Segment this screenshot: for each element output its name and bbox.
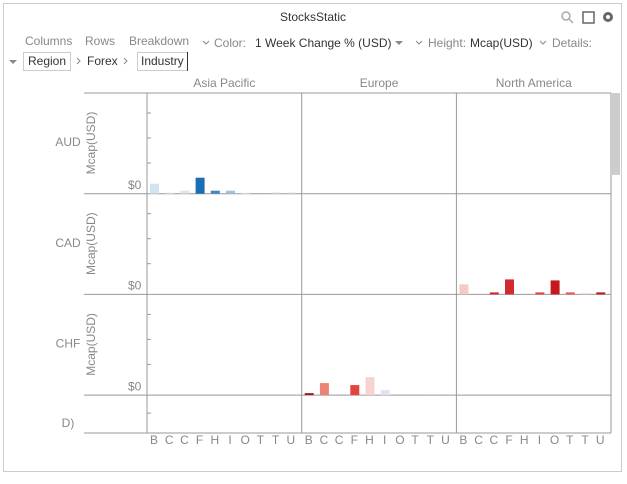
x-tick-label: I [228,433,231,447]
bar [459,284,469,295]
height-dropdown[interactable]: Mcap(USD) [470,36,533,50]
x-tick-label: T [257,433,265,447]
bar [271,192,281,194]
bar [165,192,175,194]
bar [365,377,375,396]
column-header: Asia Pacific [193,76,255,90]
row-label: D) [62,416,75,430]
bar [505,279,514,295]
bar [550,280,560,295]
chevron [123,57,128,65]
x-tick-label: O [241,433,250,447]
dropdown-arrow [395,41,403,45]
zero-label: $0 [128,279,142,293]
x-tick-label: U [596,433,605,447]
x-tick-label: T [581,433,589,447]
bar [210,190,220,194]
bar [195,177,205,194]
popout-icon[interactable] [582,11,595,24]
column-header: North America [496,76,572,90]
x-tick-label: F [351,433,358,447]
bar [319,383,329,396]
bar [596,292,606,295]
x-tick-label: F [505,433,512,447]
zero-label: $0 [128,379,142,393]
zero-label: $0 [128,178,142,192]
search-icon-handle [568,18,574,24]
row-label: CAD [55,236,81,250]
bar [180,190,190,194]
search-icon[interactable] [561,11,571,21]
x-tick-label: B [305,433,313,447]
x-tick-label: U [286,433,295,447]
breadcrumb-item[interactable]: Forex [87,54,118,68]
x-tick-label: B [150,433,158,447]
toolbar-icons[interactable] [561,11,613,24]
x-tick-label: O [395,433,404,447]
bar [150,183,159,194]
x-tick-label: C [180,433,189,447]
y-axis-label: Mcap(USD) [84,112,98,175]
dropdown-arrow [9,60,17,64]
color-dropdown[interactable]: 1 Week Change % (USD) [255,36,392,50]
row-label: CHF [56,337,81,351]
color-label: Color: [214,36,246,50]
x-tick-label: C [474,433,483,447]
x-tick-label: U [441,433,450,447]
x-tick-label: T [427,433,435,447]
x-tick-label: I [383,433,386,447]
x-tick-label: H [365,433,374,447]
x-tick-label: T [411,433,419,447]
x-tick-label: T [272,433,280,447]
column-header: Europe [360,76,399,90]
x-tick-label: O [550,433,559,447]
bar [581,293,590,295]
bar [304,393,314,396]
breakdown-button[interactable]: Breakdown [129,34,189,48]
rows-button[interactable]: Rows [85,34,115,48]
bar [350,385,360,396]
bar [380,390,390,396]
y-axis-label: Mcap(USD) [84,212,98,275]
x-tick-label: C [165,433,174,447]
y-axis-label: Mcap(USD) [84,313,98,376]
settings-icon-hole [606,15,610,19]
chevron [202,40,210,45]
bar [565,292,575,295]
bar [535,292,545,295]
x-tick-label: C [335,433,344,447]
bar [489,292,499,295]
chevron [415,40,423,45]
bar [226,190,235,194]
bar [286,192,296,194]
height-label: Height: [428,36,466,50]
x-tick-label: C [489,433,498,447]
bar [241,192,251,194]
row-label: AUD [55,135,81,149]
bar [426,394,436,396]
scrollbar[interactable] [612,93,620,175]
x-tick-label: F [196,433,203,447]
x-tick-label: I [538,433,541,447]
breadcrumb-item[interactable]: Industry [141,54,184,68]
breadcrumb-box [23,52,71,71]
x-tick-label: H [210,433,219,447]
chevron [539,40,547,45]
x-tick-label: C [320,433,329,447]
x-tick-label: H [520,433,529,447]
chevron [76,57,81,65]
x-tick-label: B [459,433,467,447]
columns-button[interactable]: Columns [25,34,72,48]
breadcrumb-item[interactable]: Region [28,54,66,68]
x-tick-label: T [566,433,574,447]
details-label: Details: [552,36,592,50]
title: StocksStatic [280,10,346,24]
